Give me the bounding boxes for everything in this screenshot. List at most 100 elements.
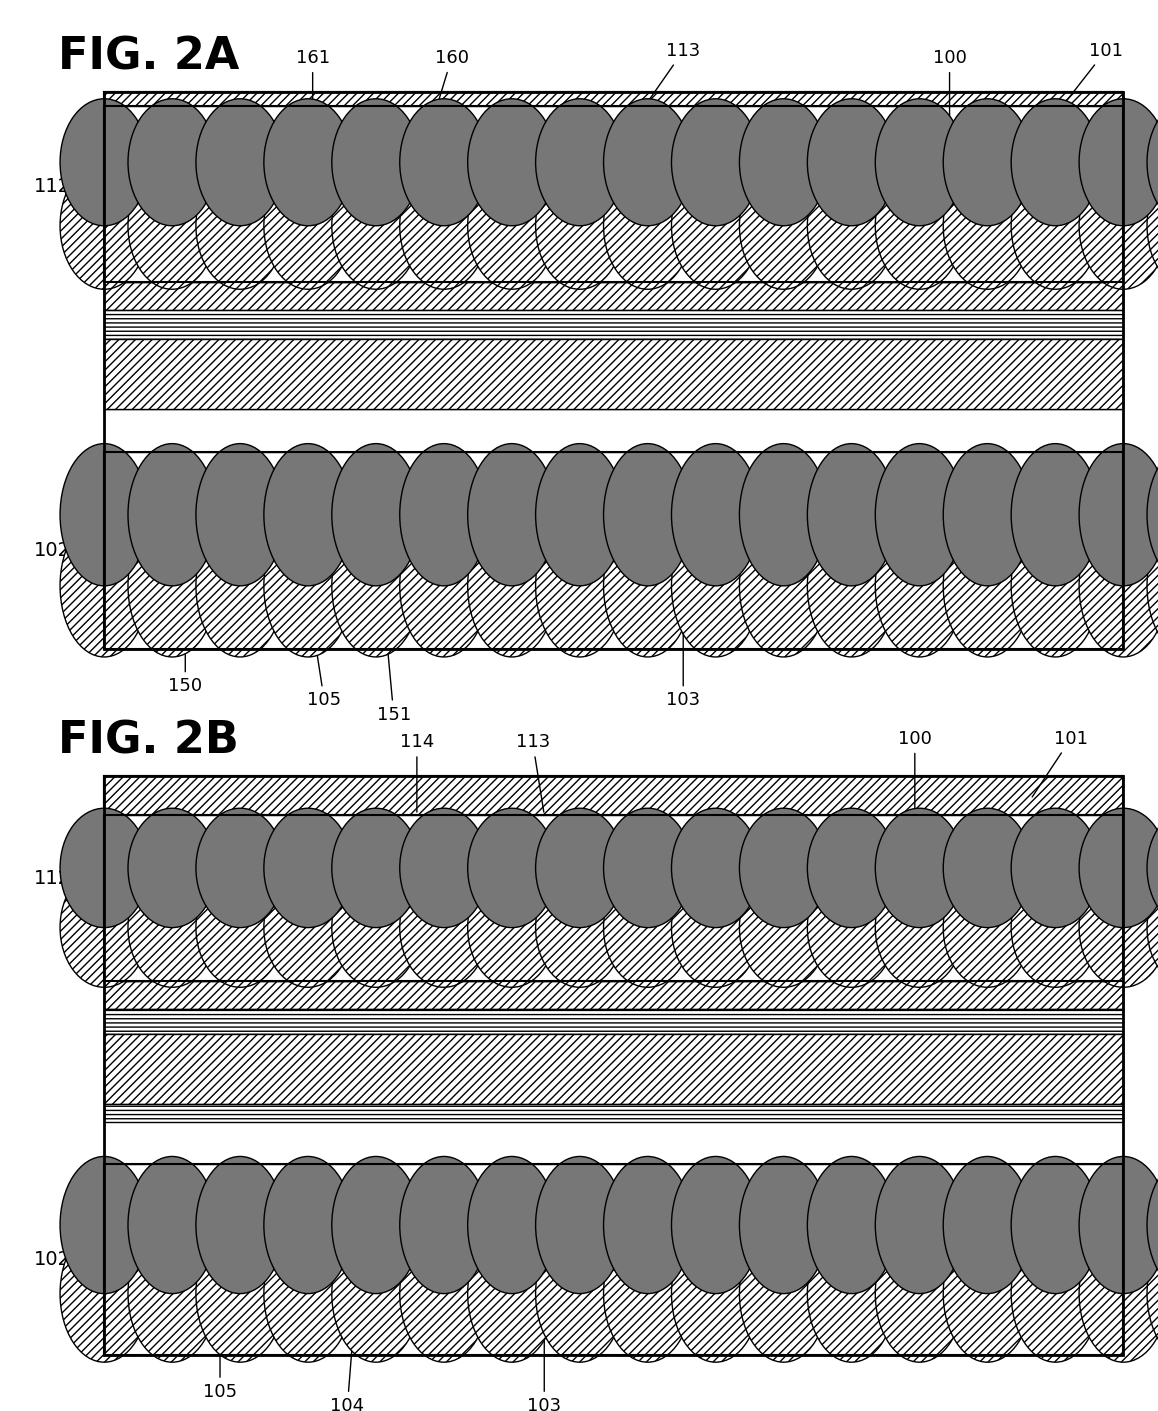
Ellipse shape: [536, 515, 624, 658]
Bar: [104, 776, 1123, 854]
Ellipse shape: [264, 99, 352, 226]
Ellipse shape: [468, 162, 556, 289]
Ellipse shape: [1079, 809, 1158, 927]
Ellipse shape: [60, 868, 148, 988]
Bar: [104, 310, 1123, 339]
Ellipse shape: [468, 1225, 556, 1362]
Ellipse shape: [332, 99, 420, 226]
Ellipse shape: [129, 1225, 217, 1362]
Ellipse shape: [807, 1225, 895, 1362]
Ellipse shape: [60, 1157, 148, 1294]
Text: 101: 101: [1055, 42, 1122, 114]
Ellipse shape: [1011, 1225, 1099, 1362]
Bar: [104, 106, 1123, 282]
Bar: [104, 452, 1123, 649]
Ellipse shape: [60, 443, 148, 586]
Bar: [104, 92, 1123, 176]
Ellipse shape: [944, 443, 1032, 586]
Text: 151: 151: [376, 593, 411, 724]
Ellipse shape: [740, 1225, 828, 1362]
Ellipse shape: [332, 443, 420, 586]
Ellipse shape: [944, 99, 1032, 226]
Ellipse shape: [1148, 809, 1158, 927]
Ellipse shape: [264, 162, 352, 289]
Text: 103: 103: [527, 1281, 562, 1411]
Ellipse shape: [196, 1225, 284, 1362]
Ellipse shape: [264, 809, 352, 927]
Ellipse shape: [740, 443, 828, 586]
Ellipse shape: [400, 868, 488, 988]
Ellipse shape: [875, 1225, 963, 1362]
Ellipse shape: [807, 515, 895, 658]
Ellipse shape: [1148, 868, 1158, 988]
Bar: [104, 106, 1123, 282]
Bar: [104, 1164, 1123, 1355]
Bar: [104, 814, 1123, 981]
Ellipse shape: [603, 162, 691, 289]
Ellipse shape: [603, 515, 691, 658]
Ellipse shape: [875, 1157, 963, 1294]
Ellipse shape: [944, 1157, 1032, 1294]
Ellipse shape: [468, 99, 556, 226]
Ellipse shape: [1079, 1225, 1158, 1362]
Ellipse shape: [400, 1157, 488, 1294]
Ellipse shape: [1148, 99, 1158, 226]
Ellipse shape: [196, 515, 284, 658]
Text: 105: 105: [203, 1281, 237, 1401]
Ellipse shape: [672, 443, 760, 586]
Ellipse shape: [196, 809, 284, 927]
Ellipse shape: [944, 868, 1032, 988]
Ellipse shape: [807, 868, 895, 988]
Ellipse shape: [332, 1157, 420, 1294]
Ellipse shape: [536, 868, 624, 988]
Ellipse shape: [129, 99, 217, 226]
Ellipse shape: [875, 809, 963, 927]
Ellipse shape: [332, 1225, 420, 1362]
Ellipse shape: [196, 1157, 284, 1294]
Text: 100: 100: [897, 729, 932, 813]
Ellipse shape: [1011, 515, 1099, 658]
Ellipse shape: [196, 443, 284, 586]
Text: 103: 103: [666, 573, 701, 710]
Text: 150: 150: [168, 602, 203, 696]
Text: 105: 105: [301, 553, 342, 710]
Bar: [104, 854, 1123, 871]
Ellipse shape: [468, 1157, 556, 1294]
Ellipse shape: [807, 99, 895, 226]
Ellipse shape: [672, 99, 760, 226]
Ellipse shape: [603, 1225, 691, 1362]
Text: 113: 113: [515, 734, 550, 813]
Bar: [104, 452, 1123, 649]
Ellipse shape: [1011, 868, 1099, 988]
Text: }: }: [66, 1240, 90, 1278]
Ellipse shape: [536, 809, 624, 927]
Ellipse shape: [1148, 1225, 1158, 1362]
Ellipse shape: [1148, 162, 1158, 289]
Ellipse shape: [807, 1157, 895, 1294]
Ellipse shape: [400, 162, 488, 289]
Text: 160: 160: [430, 49, 469, 131]
Ellipse shape: [60, 162, 148, 289]
Ellipse shape: [1079, 1157, 1158, 1294]
Text: }: }: [66, 532, 90, 569]
Text: 113: 113: [626, 42, 701, 131]
Ellipse shape: [400, 809, 488, 927]
Ellipse shape: [468, 443, 556, 586]
Ellipse shape: [875, 868, 963, 988]
Ellipse shape: [332, 809, 420, 927]
Ellipse shape: [400, 443, 488, 586]
Ellipse shape: [536, 1225, 624, 1362]
Bar: [104, 981, 1123, 1009]
Bar: [104, 1033, 1123, 1103]
Ellipse shape: [264, 515, 352, 658]
Text: 114: 114: [400, 734, 434, 813]
Ellipse shape: [1148, 515, 1158, 658]
Ellipse shape: [1079, 515, 1158, 658]
Ellipse shape: [807, 162, 895, 289]
Ellipse shape: [536, 99, 624, 226]
Ellipse shape: [1079, 162, 1158, 289]
Ellipse shape: [129, 443, 217, 586]
Ellipse shape: [1011, 1157, 1099, 1294]
Text: 112: 112: [34, 178, 71, 196]
Ellipse shape: [468, 868, 556, 988]
